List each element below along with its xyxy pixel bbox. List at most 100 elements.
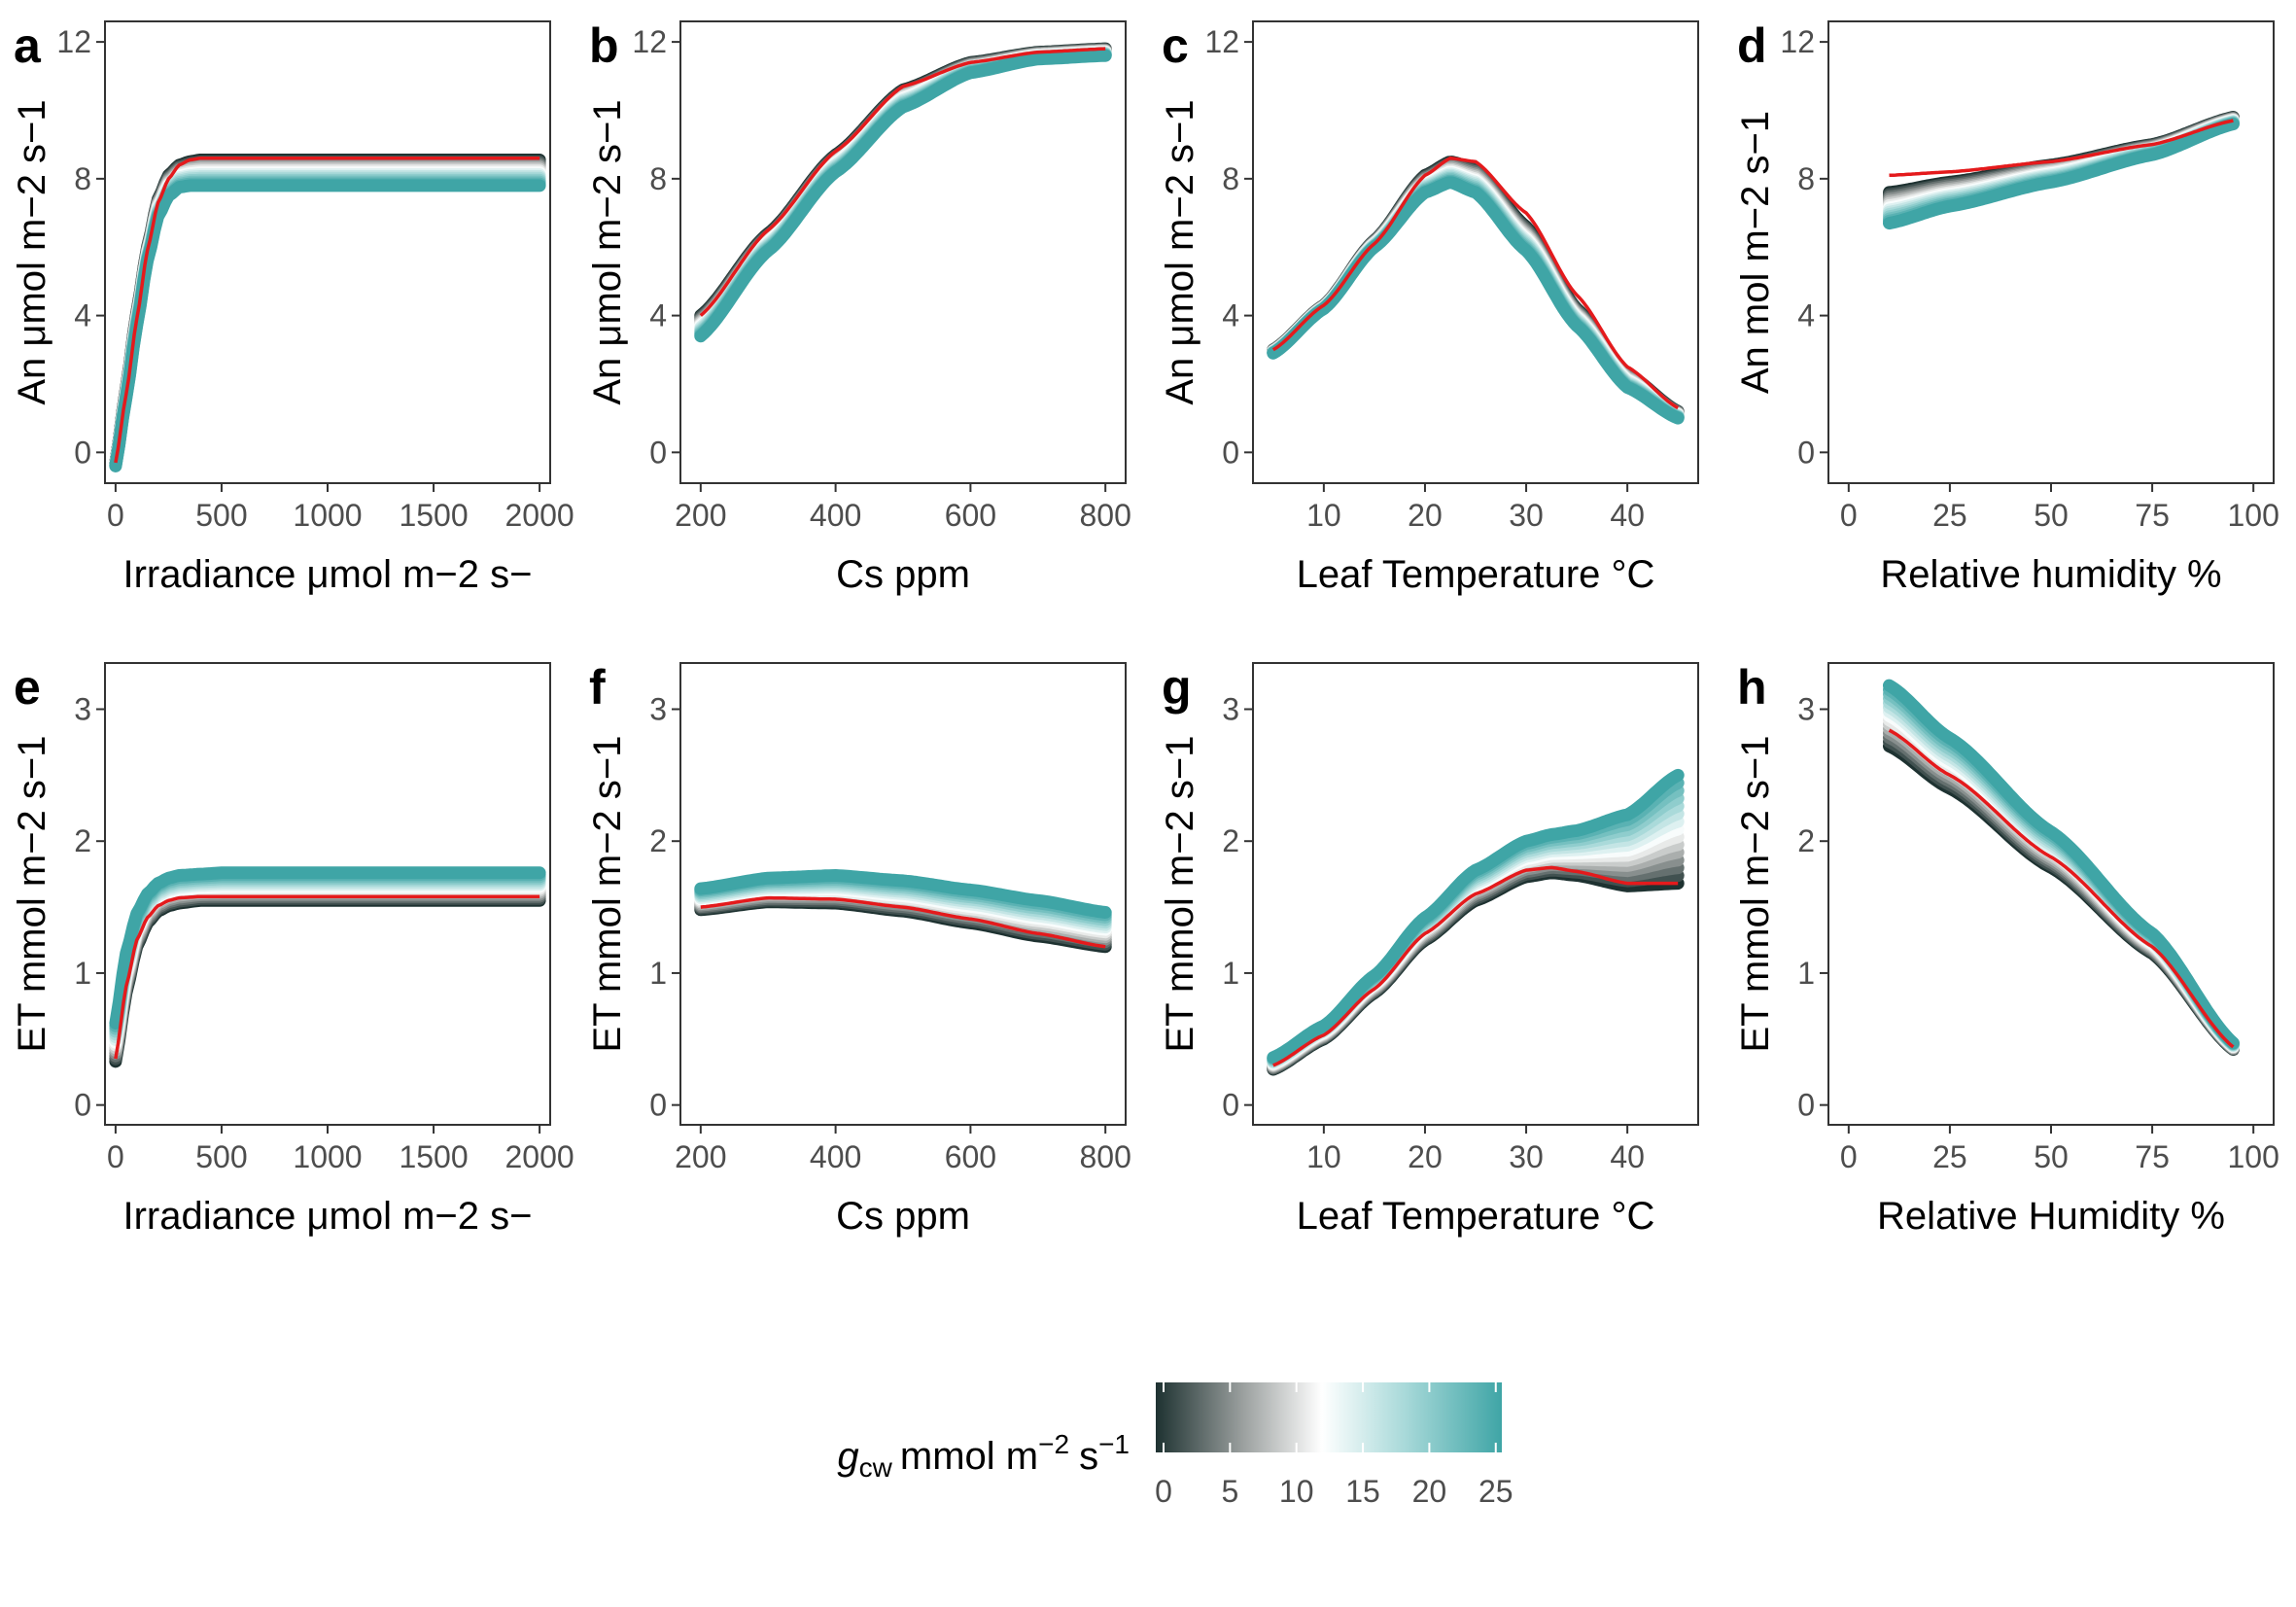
y-tick-label: 1: [649, 956, 667, 991]
x-tick-label: 500: [195, 1139, 247, 1174]
y-tick-label: 12: [1204, 24, 1239, 59]
gcw-series-line: [109, 175, 546, 472]
gcw-series-line: [109, 168, 546, 472]
x-tick-label: 1500: [399, 1139, 468, 1174]
y-tick-label: 4: [649, 298, 667, 333]
gcw-series-band: [1267, 768, 1685, 1076]
y-tick-label: 2: [649, 823, 667, 858]
gcw-series-line: [694, 47, 1112, 335]
y-tick-label: 8: [1222, 161, 1239, 196]
gcw-series-line: [109, 162, 546, 471]
x-tick-label: 30: [1509, 1139, 1544, 1174]
y-tick-label: 8: [74, 161, 91, 196]
y-tick-label: 2: [1222, 823, 1239, 858]
y-tick-label: 1: [1797, 956, 1815, 991]
y-tick-label: 12: [632, 24, 667, 59]
x-axis-title: Cs ppm: [836, 553, 970, 596]
y-tick-label: 3: [74, 692, 91, 727]
legend-title-exp1: −2: [1038, 1429, 1069, 1459]
gcw-series-line: [1883, 679, 2240, 1050]
gcw-series-line: [109, 866, 546, 1030]
y-tick-label: 1: [74, 956, 91, 991]
y-axis-title: ET mmol m−2 s−1: [1159, 735, 1201, 1052]
y-tick-label: 1: [1222, 956, 1239, 991]
legend-title-exp2: −1: [1098, 1429, 1130, 1459]
panel-letter: d: [1737, 18, 1767, 73]
x-tick-label: 0: [107, 1139, 124, 1174]
x-axis-title: Relative humidity %: [1880, 553, 2221, 596]
y-tick-label: 3: [1222, 692, 1239, 727]
panel-letter: g: [1162, 660, 1192, 715]
panel-c: 0 4 8 12 10 20 30 40 c Leaf Temperature °C An μmol…: [1159, 18, 1699, 596]
panel-letter: h: [1737, 660, 1767, 715]
gcw-series-line: [109, 893, 546, 1068]
y-tick-label: 4: [74, 298, 91, 333]
colorbar-ticks: 0 5 10 15 20 25: [1155, 1382, 1513, 1509]
gcw-series-band: [1883, 679, 2240, 1057]
colorbar: [1156, 1382, 1502, 1452]
gcw-series-line: [109, 888, 546, 1060]
colorbar-tick-label: 15: [1345, 1474, 1380, 1509]
panel-letter: a: [14, 18, 42, 73]
gcw-series-line: [109, 882, 546, 1052]
legend-title-s: s: [1079, 1435, 1098, 1478]
y-tick-label: 2: [1797, 823, 1815, 858]
y-tick-label: 12: [56, 24, 91, 59]
x-tick-label: 2000: [505, 498, 574, 533]
y-tick-label: 8: [649, 161, 667, 196]
panel-frame: [1827, 20, 2275, 484]
colorbar-tick-label: 25: [1478, 1474, 1513, 1509]
reference-series-line: [1271, 156, 1680, 410]
colorbar-tick-label: 0: [1155, 1474, 1172, 1509]
x-tick-label: 20: [1408, 498, 1443, 533]
y-axis-title: An μmol m−2 s−1: [1159, 99, 1201, 404]
gcw-series-band: [1267, 156, 1685, 425]
reference-series-line: [699, 47, 1106, 317]
y-tick-label: 0: [1797, 435, 1815, 470]
y-axis-title: ET mmol m−2 s−1: [11, 735, 53, 1052]
legend-title-unit: mmol m: [900, 1435, 1038, 1478]
x-axis-title: Irradiance μmol m−2 s−: [123, 553, 533, 596]
x-tick-label: 50: [2034, 1139, 2069, 1174]
panel-g: 0 1 2 3 10 20 30 40 g Leaf Temperature °C ET mmol …: [1159, 660, 1699, 1238]
x-tick-label: 40: [1610, 498, 1645, 533]
x-tick-label: 200: [675, 498, 726, 533]
gcw-series-line: [109, 886, 546, 1058]
colorbar-tick-label: 20: [1412, 1474, 1447, 1509]
gcw-series-line: [109, 155, 546, 470]
gcw-series-line: [109, 880, 546, 1049]
x-tick-label: 0: [1840, 1139, 1858, 1174]
gcw-series-band: [109, 866, 546, 1068]
x-tick-label: 10: [1306, 1139, 1341, 1174]
gcw-series-line: [109, 154, 546, 470]
x-axis-title: Leaf Temperature °C: [1297, 553, 1655, 596]
y-axis-title: An mol m−2 s−1: [1734, 111, 1777, 394]
panel-e: 0 1 2 3 0 500 1000 1500 2000 e Irradiance μmol m−2…: [11, 660, 574, 1238]
x-tick-label: 100: [2227, 498, 2279, 533]
gcw-series-line: [1883, 118, 2240, 230]
panel-frame: [1252, 662, 1699, 1126]
gcw-series-line: [694, 49, 1112, 343]
x-tick-label: 200: [675, 1139, 726, 1174]
panel-d: 0 4 8 12 0 25 50 75 100 d Relative humidity % An mo…: [1734, 18, 2279, 596]
colorbar-legend: gcw mmol m−2 s−1 0 5 10 15 20 25: [837, 1382, 1513, 1509]
x-tick-label: 25: [1932, 1139, 1967, 1174]
gcw-series-band: [109, 154, 546, 472]
x-axis-title: Cs ppm: [836, 1195, 970, 1238]
x-tick-label: 75: [2135, 498, 2170, 533]
panel-frame: [104, 662, 551, 1126]
x-tick-label: 50: [2034, 498, 2069, 533]
gcw-series-line: [109, 884, 546, 1055]
reference-series-line: [700, 895, 1106, 949]
y-tick-label: 0: [649, 1088, 667, 1123]
gcw-series-line: [1267, 768, 1685, 1065]
panel-frame: [1827, 662, 2275, 1126]
x-tick-label: 25: [1932, 498, 1967, 533]
x-tick-label: 2000: [505, 1139, 574, 1174]
x-tick-label: 30: [1509, 498, 1544, 533]
gcw-series-line: [109, 173, 546, 472]
panel-b: 0 4 8 12 200 400 600 800 b Cs ppm An μmol m−2 s−1: [586, 18, 1131, 596]
x-axis-title: Irradiance μmol m−2 s−: [123, 1195, 533, 1238]
x-tick-label: 0: [1840, 498, 1858, 533]
